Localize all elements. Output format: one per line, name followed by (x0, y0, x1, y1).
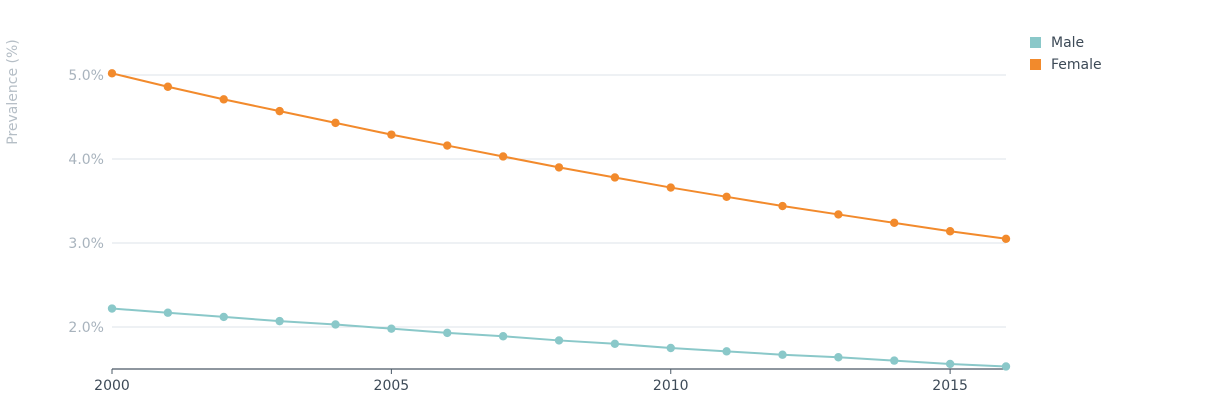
data-point-female[interactable] (331, 118, 340, 128)
legend[interactable]: Male Female (1030, 35, 1102, 73)
y-tick-label: 5.0% (68, 68, 104, 84)
legend-swatch (1030, 59, 1041, 70)
data-point-female[interactable] (107, 69, 117, 78)
data-point-male[interactable] (1001, 362, 1011, 371)
data-point-male[interactable] (107, 304, 117, 313)
data-point-female[interactable] (610, 173, 620, 182)
legend-label: Female (1051, 57, 1102, 73)
x-axis-ticks: 2000 2005 2010 2015 (94, 369, 968, 394)
legend-swatch (1030, 37, 1041, 48)
data-point-male[interactable] (331, 320, 340, 329)
data-point-female[interactable] (1001, 234, 1011, 243)
data-point-male[interactable] (610, 339, 620, 348)
data-point-female[interactable] (554, 163, 564, 172)
series-line-female (111, 72, 1007, 240)
data-point-female[interactable] (834, 210, 843, 219)
legend-item-female[interactable]: Female (1030, 57, 1102, 73)
x-tick-label: 2010 (653, 378, 689, 394)
data-point-male[interactable] (219, 312, 228, 322)
data-point-male[interactable] (890, 356, 899, 365)
data-point-male[interactable] (443, 328, 452, 338)
data-point-male[interactable] (834, 353, 843, 362)
y-tick-label: 2.0% (68, 320, 104, 336)
data-point-female[interactable] (666, 183, 675, 192)
data-point-female[interactable] (219, 95, 228, 104)
series-layer (107, 69, 1011, 371)
data-point-female[interactable] (890, 218, 899, 228)
data-point-male[interactable] (387, 324, 396, 333)
data-point-male[interactable] (498, 332, 508, 341)
y-tick-label: 4.0% (68, 152, 104, 168)
data-point-male[interactable] (666, 343, 675, 353)
x-tick-label: 2000 (94, 378, 130, 394)
y-axis-ticks: 2.0% 3.0% 4.0% 5.0% (68, 68, 104, 336)
data-point-male[interactable] (778, 350, 787, 359)
data-point-female[interactable] (722, 192, 731, 201)
legend-item-male[interactable]: Male (1030, 35, 1084, 51)
data-point-female[interactable] (163, 82, 173, 91)
data-point-male[interactable] (722, 347, 731, 356)
x-tick-label: 2005 (374, 378, 410, 394)
data-point-female[interactable] (443, 141, 452, 150)
data-point-female[interactable] (778, 201, 787, 211)
data-point-female[interactable] (945, 227, 955, 236)
data-point-female[interactable] (498, 152, 508, 161)
data-point-male[interactable] (275, 316, 284, 326)
data-point-male[interactable] (163, 308, 173, 317)
data-point-male[interactable] (945, 359, 955, 369)
data-point-female[interactable] (275, 106, 284, 116)
y-tick-label: 3.0% (68, 236, 104, 252)
x-tick-label: 2015 (932, 378, 968, 394)
data-point-male[interactable] (554, 336, 564, 345)
y-axis-title: Prevalence (%) (5, 39, 21, 145)
legend-label: Male (1051, 35, 1084, 51)
data-point-female[interactable] (387, 130, 396, 139)
gridlines (112, 74, 1006, 328)
